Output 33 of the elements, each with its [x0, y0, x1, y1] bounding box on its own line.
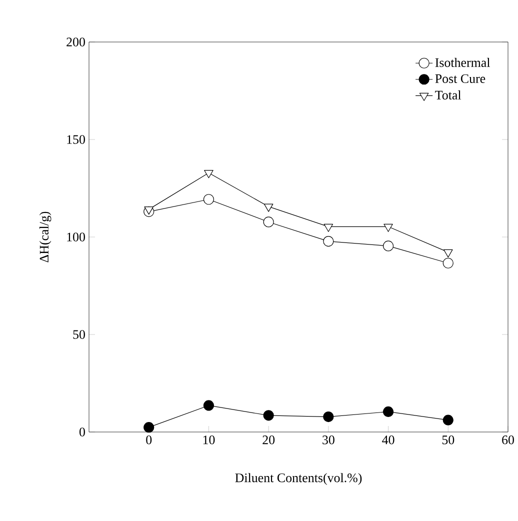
x-tick-label: 0	[146, 436, 152, 444]
x-tick-label: 50	[442, 436, 454, 444]
point	[203, 400, 214, 411]
point	[323, 411, 334, 422]
legend-label: Isothermal	[435, 58, 490, 67]
point	[264, 204, 274, 212]
x-tick-label: 30	[322, 436, 334, 444]
y-tick-label: 150	[67, 135, 85, 144]
x-tick-label: 10	[203, 436, 215, 444]
y-tick-label: 50	[73, 330, 85, 339]
point	[324, 224, 334, 232]
legend-label: Total	[435, 90, 462, 100]
point	[442, 258, 454, 268]
point	[263, 216, 274, 228]
x-tick-label: 20	[262, 436, 275, 444]
point	[382, 406, 394, 418]
legend-label: Post Cure	[435, 74, 486, 84]
y-axis-title: ΔH(cal/g)	[39, 212, 52, 262]
x-tick-label: 60	[502, 436, 514, 444]
y-tick-label: 100	[67, 232, 85, 242]
x-tick-label: 40	[382, 436, 394, 444]
point	[442, 414, 454, 426]
y-tick-label: 200	[66, 38, 85, 46]
x-axis-title: Diluent Contents(vol.%)	[235, 473, 362, 485]
point	[263, 410, 274, 421]
point	[382, 240, 394, 252]
point	[384, 224, 393, 232]
point	[323, 236, 334, 247]
point	[144, 422, 154, 433]
y-tick-label: 0	[80, 428, 85, 436]
point	[444, 249, 453, 258]
point	[204, 170, 214, 178]
point	[203, 194, 214, 205]
